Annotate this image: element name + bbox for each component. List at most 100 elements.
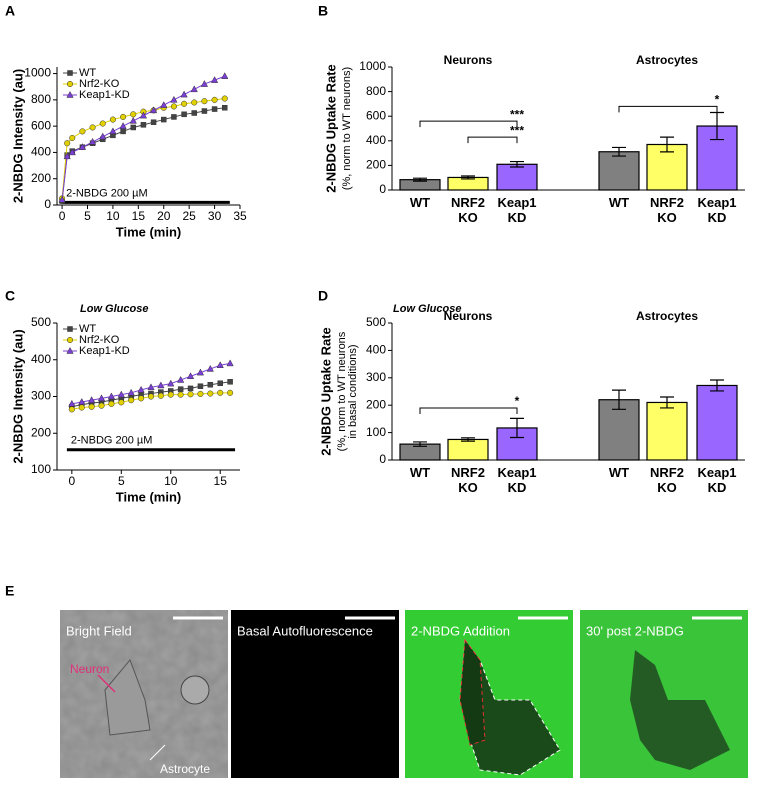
legend-label: WT <box>79 67 96 79</box>
y-axis-label: 2-NBDG Intensity (au) <box>10 329 25 463</box>
x-tick-label: WT <box>410 195 430 210</box>
marker <box>187 385 194 392</box>
significance-bracket <box>419 407 518 414</box>
bar <box>598 151 640 191</box>
marker <box>207 381 214 388</box>
y-tick-label: 200 <box>366 158 386 172</box>
marker <box>66 336 74 344</box>
y-tick-label: 1000 <box>24 66 51 80</box>
y-tick-label: 800 <box>366 84 386 98</box>
y-axis-label: 2-NBDG Intensity (au) <box>10 69 25 203</box>
marker <box>67 326 73 332</box>
x-tick-label: 0 <box>68 474 75 488</box>
error-bar <box>510 160 524 168</box>
marker <box>221 95 228 102</box>
marker <box>222 104 228 111</box>
subtitle: Low Glucose <box>393 303 461 315</box>
marker <box>171 114 177 120</box>
x-tick-label: WT <box>410 465 430 480</box>
error-bar <box>660 396 674 409</box>
significance-label: * <box>515 394 520 408</box>
marker <box>150 119 157 125</box>
legend-label: Keap1-KD <box>79 345 130 357</box>
marker <box>140 122 147 128</box>
x-tick-label: 10 <box>164 474 178 488</box>
marker <box>177 386 184 392</box>
marker <box>216 361 224 369</box>
marker <box>69 134 76 142</box>
marker <box>120 128 126 135</box>
error-bar <box>710 379 724 392</box>
marker <box>206 364 214 372</box>
significance-bracket <box>419 120 518 128</box>
error-bar <box>461 437 475 442</box>
y-tick-label: 300 <box>366 370 386 384</box>
y-tick-label: 1000 <box>359 59 386 73</box>
bar <box>496 163 538 191</box>
marker <box>119 122 127 129</box>
marker <box>161 116 167 123</box>
significance-label: * <box>715 93 720 107</box>
y-tick-label: 200 <box>366 397 386 411</box>
marker <box>117 390 125 398</box>
marker <box>227 389 234 396</box>
legend-label: Keap1-KD <box>79 89 130 101</box>
y-tick-label: 0 <box>379 182 386 196</box>
marker <box>149 106 158 114</box>
marker <box>109 127 117 135</box>
group-label: Astrocytes <box>636 53 698 67</box>
y-tick-label: 600 <box>366 108 386 122</box>
error-bar <box>413 177 427 182</box>
x-tick-label: Keap1 KD <box>697 465 736 495</box>
marker <box>157 392 164 399</box>
marker <box>66 90 74 98</box>
y-axis-label: 2-NBDG Uptake Rate <box>318 327 333 456</box>
marker <box>197 390 204 397</box>
y-tick-label: 200 <box>31 425 51 439</box>
marker <box>201 108 208 114</box>
marker <box>160 101 168 108</box>
bar <box>646 401 688 461</box>
cell <box>180 675 210 705</box>
marker <box>127 388 135 396</box>
panel-letter: A <box>5 3 15 19</box>
marker <box>180 90 188 98</box>
significance-bracket <box>618 105 718 113</box>
error-bar <box>612 146 626 157</box>
marker <box>78 143 87 150</box>
group-label: Neurons <box>444 309 493 323</box>
error-bar <box>461 175 475 180</box>
x-tick-label: 20 <box>157 209 171 223</box>
panel-letter: B <box>318 3 328 19</box>
marker <box>98 402 105 409</box>
significance-label: *** <box>510 123 524 137</box>
panel-letter: C <box>5 288 15 304</box>
marker <box>99 132 107 140</box>
marker <box>197 383 204 389</box>
marker <box>63 152 71 160</box>
x-tick-label: Keap1 KD <box>697 195 736 225</box>
x-tick-label: WT <box>609 465 629 480</box>
marker <box>157 381 165 389</box>
stimulus-label: 2-NBDG 200 µM <box>71 435 153 447</box>
marker <box>118 399 125 406</box>
x-tick-label: 25 <box>182 209 196 223</box>
x-axis-label: Time (min) <box>116 489 182 504</box>
y-tick-label: 500 <box>31 315 51 329</box>
marker <box>97 394 106 402</box>
marker <box>128 397 135 404</box>
y-tick-label: 400 <box>31 352 51 366</box>
cell <box>459 638 561 776</box>
y-tick-label: 100 <box>31 462 51 476</box>
y-tick-label: 800 <box>31 92 51 106</box>
marker <box>66 346 74 354</box>
astrocyte-label: Astrocyte <box>160 762 210 776</box>
marker <box>88 403 95 410</box>
marker <box>190 85 198 93</box>
marker <box>139 111 148 119</box>
marker <box>67 70 73 76</box>
marker <box>196 368 205 376</box>
image-title: 2-NBDG Addition <box>411 623 510 638</box>
marker <box>201 98 208 105</box>
y-tick-label: 100 <box>366 425 386 439</box>
